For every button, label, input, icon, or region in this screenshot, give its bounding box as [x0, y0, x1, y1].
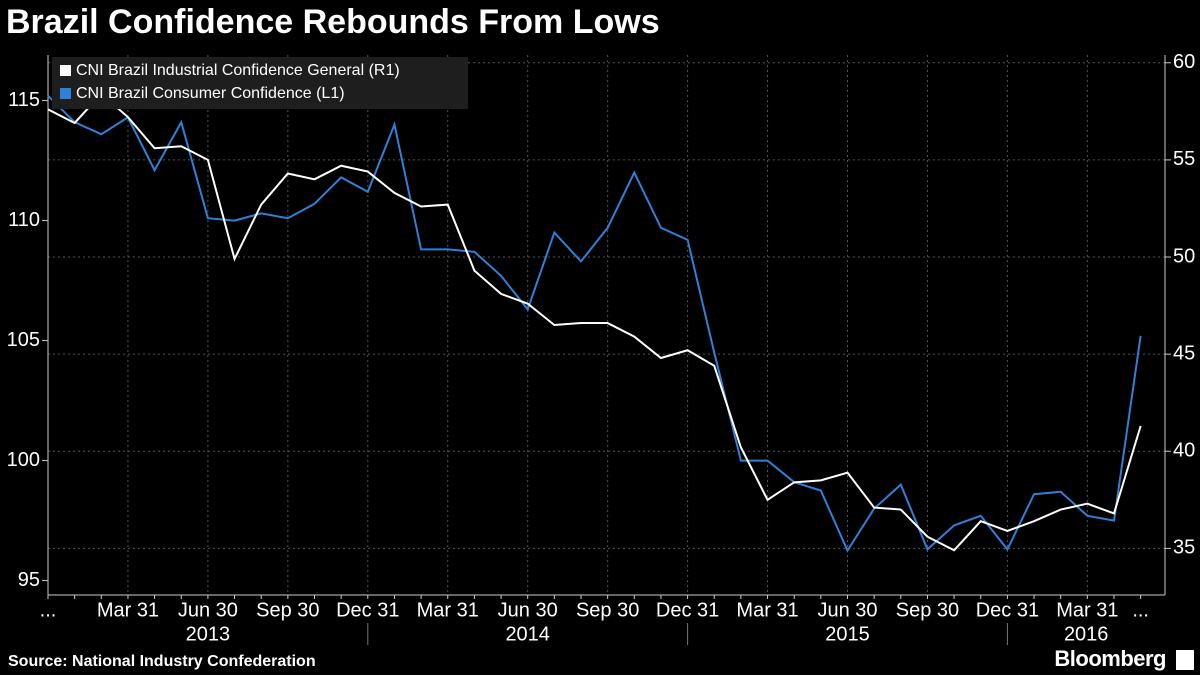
y-tick-label: 110	[8, 209, 40, 231]
legend-swatch	[60, 88, 71, 99]
x-tick-label: Sep 30	[256, 599, 319, 621]
y2-tick-label: 55	[1173, 148, 1195, 170]
x-tick-label: ...	[40, 599, 57, 621]
y-tick-label: 95	[18, 569, 40, 591]
x-tick-label: Sep 30	[896, 599, 959, 621]
brand-icon	[1176, 650, 1194, 670]
brand: Bloomberg	[1054, 646, 1166, 671]
x-group-label: 2015	[825, 623, 870, 645]
x-tick-label: Mar 31	[417, 599, 479, 621]
y-tick-label: 105	[7, 329, 40, 351]
x-tick-label: Mar 31	[1056, 599, 1118, 621]
x-tick-label: Jun 30	[498, 599, 558, 621]
x-tick-label: Mar 31	[736, 599, 798, 621]
y-tick-label: 115	[8, 89, 40, 111]
series-line	[47, 92, 1142, 552]
x-tick-label: Dec 31	[976, 599, 1039, 621]
legend-label: CNI Brazil Consumer Confidence (L1)	[76, 85, 345, 102]
x-tick-label: Dec 31	[656, 599, 719, 621]
x-group-label: 2013	[186, 623, 231, 645]
source: Source: National Industry Confederation	[8, 653, 316, 670]
x-group-label: 2016	[1064, 623, 1109, 645]
y2-tick-label: 60	[1173, 51, 1195, 73]
legend-box	[52, 57, 468, 109]
y2-tick-label: 50	[1173, 245, 1195, 267]
legend: CNI Brazil Industrial Confidence General…	[52, 57, 468, 109]
y-tick-label: 100	[7, 449, 40, 471]
y2-tick-label: 45	[1173, 342, 1195, 364]
x-tick-label: Jun 30	[178, 599, 238, 621]
legend-swatch	[60, 65, 71, 76]
series-line	[47, 95, 1142, 553]
legend-label: CNI Brazil Industrial Confidence General…	[76, 62, 400, 79]
chart-title: Brazil Confidence Rebounds From Lows	[6, 3, 660, 41]
x-tick-label: Jun 30	[817, 599, 877, 621]
x-tick-label: Mar 31	[97, 599, 159, 621]
x-group-label: 2014	[505, 623, 550, 645]
x-tick-label: Sep 30	[576, 599, 639, 621]
x-tick-label: Dec 31	[336, 599, 399, 621]
y2-tick-label: 40	[1173, 440, 1195, 462]
x-tick-label: ...	[1132, 599, 1149, 621]
y2-tick-label: 35	[1173, 537, 1195, 559]
